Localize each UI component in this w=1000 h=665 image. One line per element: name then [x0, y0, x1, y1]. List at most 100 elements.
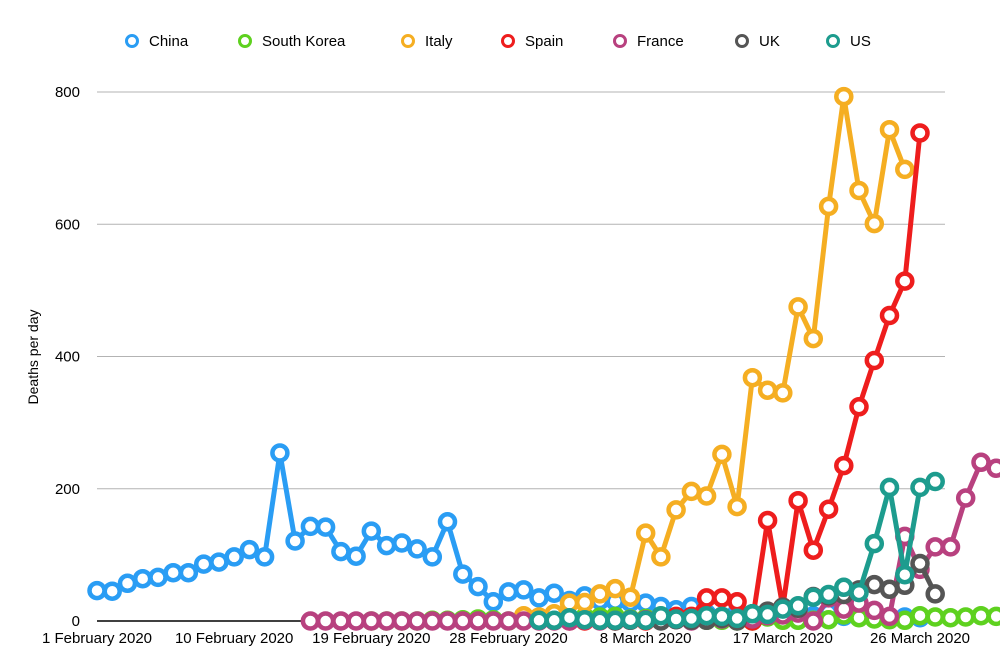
data-point — [468, 611, 488, 631]
data-point — [895, 610, 915, 631]
data-point — [620, 609, 641, 630]
data-point — [453, 564, 473, 584]
data-point — [955, 607, 976, 627]
data-point — [498, 611, 519, 631]
x-tick-label: 17 March 2020 — [733, 630, 833, 647]
data-point — [346, 611, 366, 631]
data-point — [102, 581, 122, 601]
data-point — [300, 516, 321, 537]
data-point — [849, 397, 869, 417]
x-tick-label: 1 February 2020 — [42, 630, 152, 647]
data-point — [879, 477, 900, 498]
data-point — [681, 481, 702, 502]
legend-marker — [735, 34, 749, 48]
legend-label: France — [637, 33, 684, 50]
data-point — [285, 531, 305, 551]
data-point — [681, 608, 702, 629]
data-point — [422, 611, 443, 631]
x-tick-label: 28 February 2020 — [449, 630, 567, 647]
data-point — [971, 605, 991, 626]
data-point — [788, 297, 808, 317]
legend: China South Korea Italy Spain France UK US — [125, 33, 871, 50]
y-tick-label: 0 — [72, 613, 80, 630]
y-axis-label: Deaths per day — [25, 310, 41, 405]
data-point — [910, 477, 930, 498]
legend-item: China — [125, 33, 189, 50]
data-point — [529, 610, 549, 631]
legend-label: South Korea — [262, 33, 346, 50]
legend-item: Spain — [501, 33, 563, 50]
legend-item: UK — [735, 33, 780, 50]
data-point — [879, 606, 900, 627]
data-point — [605, 578, 625, 599]
data-point — [224, 547, 244, 567]
data-point — [331, 611, 351, 631]
data-point — [864, 350, 885, 371]
data-point — [193, 554, 214, 574]
data-point — [498, 582, 519, 602]
data-point — [910, 605, 930, 626]
legend-marker — [238, 34, 252, 48]
data-point — [635, 523, 656, 543]
data-point — [803, 540, 824, 560]
data-point — [635, 593, 656, 613]
data-point — [712, 444, 732, 465]
data-point — [117, 573, 138, 594]
data-point — [666, 609, 686, 629]
data-point — [818, 499, 839, 519]
data-point — [559, 607, 580, 628]
data-point — [803, 611, 824, 631]
data-point — [879, 579, 900, 600]
data-point — [834, 577, 854, 598]
data-point — [346, 546, 366, 566]
data-point — [788, 490, 808, 511]
data-point — [727, 592, 747, 612]
data-point — [925, 471, 945, 492]
legend-item: South Korea — [238, 33, 346, 50]
series-us — [529, 471, 945, 631]
data-point — [757, 510, 778, 531]
y-tick-label: 400 — [55, 349, 80, 366]
data-point — [544, 610, 564, 631]
data-point — [361, 521, 382, 541]
data-point — [635, 610, 656, 631]
data-point — [132, 568, 153, 589]
data-point — [407, 539, 427, 559]
data-point — [437, 611, 458, 631]
data-point — [712, 588, 732, 608]
data-point — [955, 488, 976, 508]
legend-label: US — [850, 33, 871, 50]
data-point — [757, 380, 778, 400]
data-point — [834, 455, 854, 476]
data-point — [331, 541, 351, 562]
data-point — [315, 517, 336, 537]
data-point — [727, 608, 747, 629]
data-point — [818, 584, 839, 605]
x-tick-label: 10 February 2020 — [175, 630, 293, 647]
data-point — [864, 600, 885, 621]
x-tick-label: 19 February 2020 — [312, 630, 430, 647]
data-point — [574, 592, 595, 613]
data-point — [818, 609, 839, 630]
data-point — [315, 611, 336, 631]
data-point — [422, 547, 443, 567]
data-point — [392, 611, 412, 631]
data-point — [834, 86, 854, 107]
data-point — [544, 583, 564, 603]
legend-item: France — [613, 33, 684, 50]
legend-marker — [501, 34, 515, 48]
data-point — [986, 606, 1000, 627]
data-point — [773, 383, 793, 403]
data-point — [437, 512, 458, 532]
legend-marker — [125, 34, 139, 48]
legend-marker — [401, 34, 415, 48]
data-point — [879, 305, 900, 326]
data-point — [925, 607, 945, 627]
y-tick-label: 200 — [55, 481, 80, 498]
legend-item: US — [826, 33, 871, 50]
data-point — [940, 537, 961, 557]
data-point — [483, 611, 504, 631]
legend-marker — [826, 34, 840, 48]
data-point — [254, 547, 275, 567]
